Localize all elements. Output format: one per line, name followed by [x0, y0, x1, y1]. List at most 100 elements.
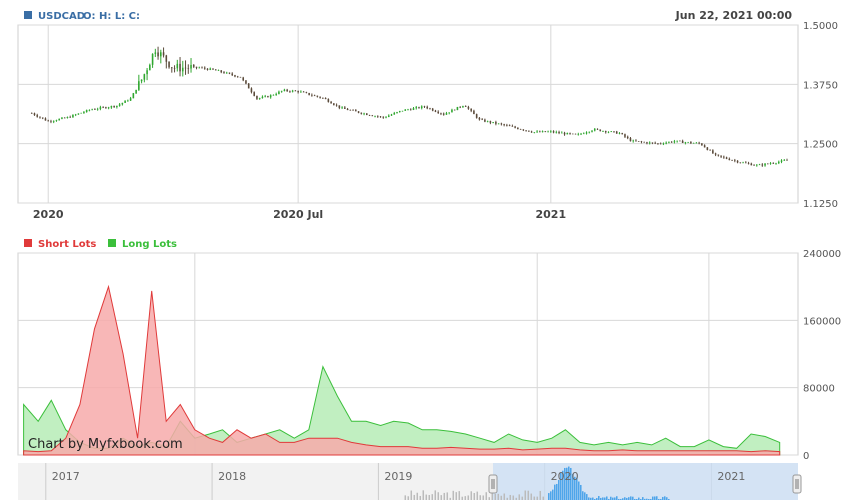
short-lots-legend-label[interactable]: Short Lots [38, 239, 96, 250]
price-candle-body [311, 94, 313, 96]
price-candle-body [615, 131, 618, 134]
long-lots-legend-icon[interactable] [108, 239, 116, 247]
watermark: Chart by Myfxbook.com [28, 437, 183, 452]
price-candle-body [473, 110, 475, 115]
symbol-marker-icon [24, 11, 32, 19]
price-candle-body [33, 113, 36, 116]
price-candle-body [135, 89, 137, 94]
price-candle-body [451, 109, 453, 113]
price-candle-body [618, 133, 621, 134]
price-candle-body [555, 132, 558, 133]
price-candle-body [775, 163, 777, 164]
long-lots-legend-label[interactable]: Long Lots [122, 239, 177, 250]
price-candle-body [632, 140, 635, 142]
price-candle-body [121, 102, 124, 105]
price-candle-body [124, 100, 126, 103]
price-candle-body [220, 70, 223, 73]
price-candle-body [764, 163, 766, 166]
price-candle-body [80, 112, 82, 114]
price-candle-body [415, 107, 418, 109]
chart-header: USDCAD O: H: L: C: Jun 22, 2021 00:00 [24, 9, 792, 22]
price-candle-body [497, 123, 500, 125]
price-candle-body [168, 61, 170, 68]
price-candle-body [160, 52, 162, 57]
price-candle-body [495, 122, 497, 124]
price-candle-body [96, 108, 99, 110]
price-candle-body [171, 67, 173, 69]
price-candle-body [393, 112, 396, 115]
price-candle-body [313, 95, 316, 97]
price-candle-body [58, 118, 60, 121]
price-candle-body [245, 80, 247, 84]
price-x-tick: 2020 Jul [273, 208, 323, 221]
price-candle-body [464, 106, 467, 107]
price-candle-body [376, 116, 379, 117]
price-candle-body [470, 108, 472, 111]
price-candle-body [528, 130, 530, 132]
price-candle-body [745, 162, 747, 164]
price-candle-body [181, 67, 184, 72]
price-candle-body [591, 130, 593, 132]
navigator[interactable]: 2017 2018 2019 2020 2021 [18, 463, 802, 500]
price-candle-body [275, 93, 277, 95]
ohlc-label: O: H: L: C: [83, 11, 140, 22]
price-candle-body [475, 114, 478, 118]
navigator-right-handle[interactable] [792, 474, 802, 494]
price-candle-body [478, 117, 481, 120]
navigator-year-label: 2020 [551, 470, 579, 483]
price-candle-body [541, 131, 544, 133]
price-candle-body [401, 110, 404, 112]
price-candle-body [363, 113, 365, 115]
price-candle-body [437, 111, 440, 114]
price-candle-body [648, 142, 651, 144]
navigator-series [404, 466, 670, 500]
price-candle-body [725, 157, 728, 159]
price-candle-body [404, 109, 407, 111]
price-candle-body [333, 103, 335, 105]
price-candle-body [453, 109, 456, 111]
lots-y-tick: 160000 [803, 316, 841, 327]
price-candle-body [39, 116, 41, 118]
lots-y-tick: 80000 [803, 384, 835, 395]
price-candle-body [577, 133, 580, 135]
price-candle-body [396, 112, 398, 113]
price-candle-body [736, 160, 739, 163]
price-candle-body [41, 117, 44, 119]
symbol-label: USDCAD [38, 11, 85, 22]
price-candle-body [324, 98, 327, 100]
date-label: Jun 22, 2021 00:00 [675, 9, 793, 22]
price-candle-body [420, 106, 423, 109]
price-candle-body [503, 124, 505, 126]
price-candle-body [643, 142, 645, 143]
lots-y-tick: 240000 [803, 249, 841, 260]
price-candle-body [278, 91, 280, 94]
navigator-left-handle[interactable] [488, 474, 498, 494]
price-candle-body [300, 91, 302, 93]
navigator-years: 2017 2018 2019 2020 2021 [52, 470, 746, 483]
price-candle-body [319, 96, 321, 98]
price-candle-body [676, 140, 678, 142]
price-panel: 1.5000 1.3750 1.2500 1.1250 2020 2020 Jul 2021 [17, 21, 838, 221]
price-candle-body [203, 67, 206, 69]
short-lots-legend-icon[interactable] [24, 239, 32, 247]
price-candle-body [267, 96, 269, 98]
price-candle-body [550, 131, 552, 132]
price-candle-body [154, 52, 157, 54]
price-candle-body [344, 107, 346, 109]
navigator-year-label: 2021 [717, 470, 745, 483]
price-candle-body [769, 163, 772, 165]
price-candle-body [714, 153, 717, 155]
price-candle-body [74, 114, 77, 116]
price-candle-body [366, 113, 368, 116]
price-candle-body [659, 143, 662, 145]
price-candle-body [580, 133, 582, 135]
price-candle-body [750, 163, 753, 166]
price-candle-body [607, 131, 610, 133]
price-candle-body [739, 162, 742, 164]
price-candle-body [272, 94, 275, 96]
price-candle-body [146, 70, 148, 75]
price-candle-body [423, 106, 426, 107]
navigator-selection[interactable] [493, 463, 798, 500]
price-candle-body [684, 142, 687, 143]
price-candle-body [140, 79, 143, 82]
